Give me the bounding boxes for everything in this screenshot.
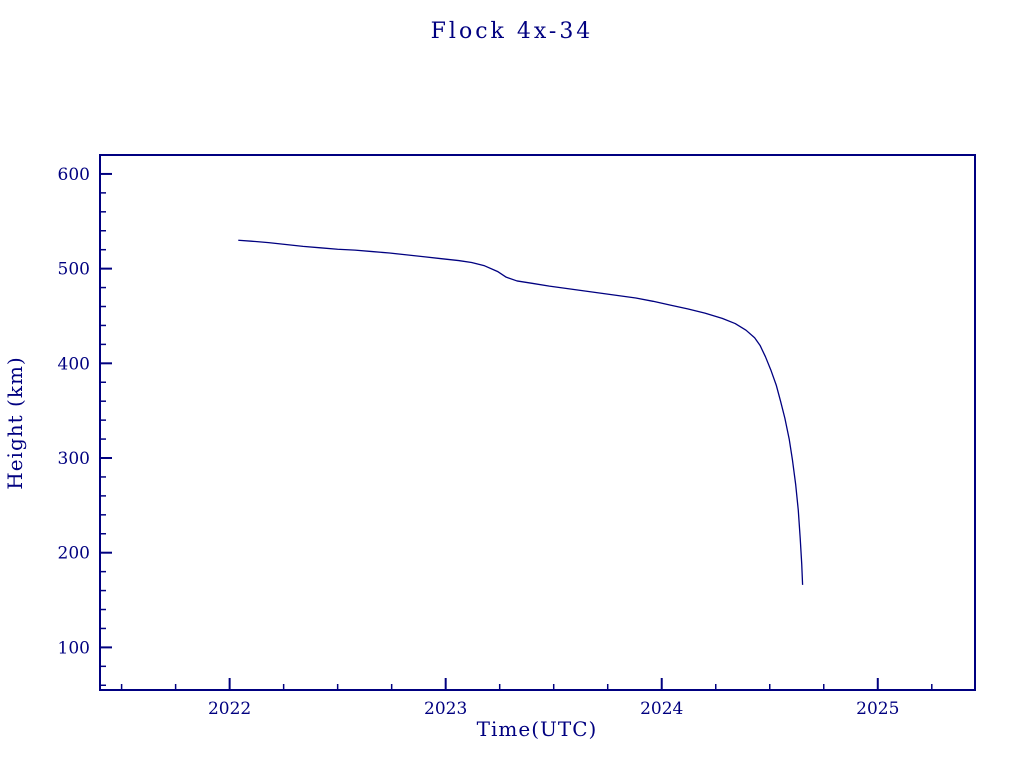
data-layer — [238, 239, 804, 585]
y-tick-label: 300 — [58, 449, 90, 469]
x-tick-label: 2023 — [424, 699, 467, 719]
x-tick-label: 2022 — [208, 699, 251, 719]
y-axis-label: Height (km) — [3, 356, 27, 489]
chart-title: Flock 4x-34 — [431, 19, 594, 44]
x-tick-label: 2024 — [640, 699, 683, 719]
y-tick-label: 100 — [58, 638, 90, 658]
y-tick-label: 400 — [58, 354, 90, 374]
x-axis-label: Time(UTC) — [477, 717, 598, 741]
axes-layer: 2022 2023 2024 2025 100 200 300 400 500 600 — [58, 154, 976, 719]
y-tick-label: 500 — [58, 260, 90, 280]
x-tick-label: 2025 — [856, 699, 899, 719]
decay-line — [238, 239, 804, 585]
y-tick-label: 200 — [58, 544, 90, 564]
plot-box — [99, 154, 976, 691]
y-tick-label: 600 — [58, 165, 90, 185]
